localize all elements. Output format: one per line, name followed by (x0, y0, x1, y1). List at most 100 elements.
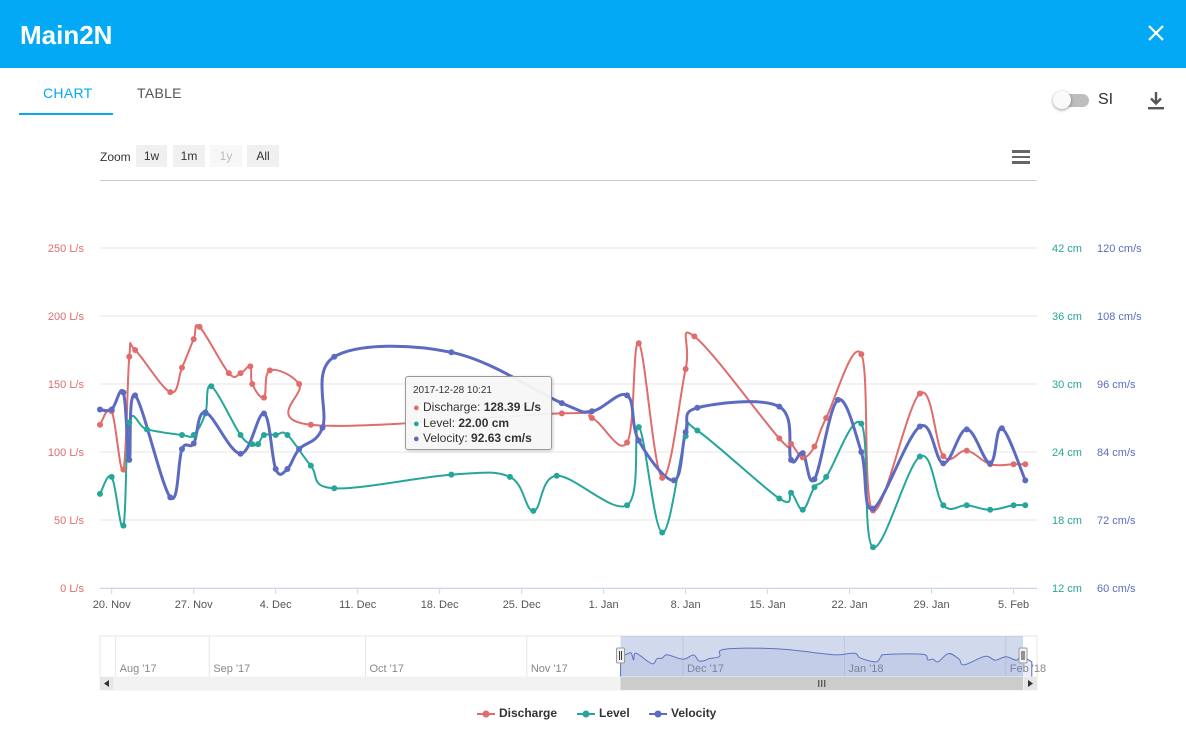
zoom-1y-button[interactable]: 1y (210, 145, 242, 167)
download-icon[interactable] (1146, 90, 1166, 112)
tab-chart[interactable]: CHART (43, 85, 93, 101)
y-tick-label: 18 cm (1052, 515, 1082, 527)
data-point-level (448, 471, 455, 478)
legend-item-velocity[interactable]: Velocity (649, 706, 716, 720)
x-tick-label: 1. Jan (589, 599, 619, 611)
data-point-velocity (126, 456, 133, 463)
x-tick-label: 5. Feb (998, 599, 1029, 611)
legend-label-discharge: Discharge (499, 706, 558, 720)
series-line-level (100, 384, 1026, 549)
data-point-level (823, 473, 830, 480)
data-point-discharge (225, 370, 232, 377)
data-point-velocity (811, 476, 818, 483)
navigator-tick-label: Nov '17 (531, 663, 568, 675)
data-point-level (916, 453, 923, 460)
tooltip-value-velocity: 92.63 cm/s (471, 431, 532, 445)
data-point-level (799, 506, 806, 513)
y-tick-label: 0 L/s (60, 583, 84, 595)
data-point-velocity (799, 450, 806, 457)
data-point-velocity (670, 477, 677, 484)
data-point-velocity (190, 440, 197, 447)
legend-item-level[interactable]: Level (577, 706, 630, 720)
data-point-velocity (987, 460, 994, 467)
series-line-velocity (100, 344, 1027, 511)
si-toggle-label: SI (1098, 91, 1114, 108)
data-point-level (553, 472, 560, 479)
data-point-level (987, 506, 994, 513)
tab-table[interactable]: TABLE (137, 85, 182, 101)
series-line-discharge (100, 324, 1026, 512)
chart-tooltip: 2017-12-28 10:21 ● Discharge: 128.39 L/s… (405, 376, 552, 450)
zoom-1m-button[interactable]: 1m (173, 145, 205, 167)
chart-menu-icon[interactable] (1012, 150, 1030, 164)
data-point-discharge (1010, 461, 1017, 468)
x-tick-label: 22. Jan (832, 599, 868, 611)
tooltip-label-level: Level: (423, 416, 459, 430)
data-point-velocity (167, 494, 174, 501)
data-point-velocity (319, 424, 326, 431)
data-point-discharge (132, 347, 139, 353)
data-point-velocity (694, 404, 701, 411)
data-point-discharge (624, 439, 631, 446)
close-icon[interactable] (1144, 18, 1168, 48)
zoom-1w-button[interactable]: 1w (136, 145, 167, 167)
x-tick-label: 25. Dec (503, 599, 541, 611)
data-point-velocity (624, 392, 631, 399)
data-point-level (940, 502, 947, 509)
data-point-velocity (635, 437, 642, 444)
data-point-level (178, 432, 185, 438)
data-point-level (788, 489, 795, 496)
chart-canvas: 0 L/s 50 L/s 100 L/s 150 L/s 200 L/s 250 L/s 1… (48, 243, 1142, 691)
data-point-level (126, 419, 133, 426)
legend-item-discharge[interactable]: Discharge (477, 706, 557, 720)
y-tick-label: 250 L/s (48, 243, 85, 255)
data-point-discharge (788, 440, 795, 447)
data-point-velocity (870, 505, 877, 512)
data-point-velocity (120, 389, 127, 396)
y-tick-label: 72 cm/s (1097, 515, 1136, 527)
y-tick-label: 12 cm (1052, 583, 1082, 595)
data-point-level (260, 432, 267, 438)
data-point-discharge (811, 443, 818, 450)
x-tick-label: 29. Jan (914, 599, 950, 611)
y-tick-label: 96 cm/s (1097, 379, 1136, 391)
legend-label-velocity: Velocity (671, 706, 717, 720)
data-point-level (108, 473, 115, 480)
tooltip-value-discharge: 128.39 L/s (483, 400, 542, 414)
data-point-discharge (659, 474, 666, 481)
y-tick-label: 120 cm/s (1097, 243, 1142, 255)
data-point-velocity (940, 460, 947, 467)
data-point-discharge (799, 454, 806, 461)
data-point-level (331, 485, 338, 492)
data-point-discharge (916, 390, 923, 397)
navigator-tick-label: Sep '17 (213, 663, 250, 675)
navigator-tick-label: Aug '17 (120, 663, 157, 675)
navigator-tick-label: Jan '18 (848, 663, 883, 675)
data-point-level (237, 432, 244, 438)
navigator-handle-left[interactable] (616, 647, 626, 664)
data-point-level (1022, 502, 1029, 509)
data-point-velocity (331, 353, 338, 360)
data-point-level (190, 432, 197, 438)
navigator-handle-right[interactable] (1018, 647, 1028, 664)
chevron-left-icon (104, 680, 109, 687)
data-point-level (307, 462, 314, 469)
data-point-velocity (963, 426, 970, 433)
tooltip-label-discharge: Discharge: (423, 400, 484, 414)
data-point-level (120, 522, 127, 529)
tooltip-date: 2017-12-28 10:21 (413, 385, 492, 396)
data-point-discharge (178, 364, 185, 371)
tooltip-row-velocity: ● Velocity: 92.63 cm/s (413, 431, 532, 445)
data-point-discharge (249, 381, 256, 387)
tooltip-value-level: 22.00 cm (458, 416, 510, 430)
data-point-velocity (558, 400, 565, 407)
data-point-velocity (448, 349, 455, 356)
zoom-all-button[interactable]: All (247, 145, 279, 167)
navigator-series (620, 647, 1033, 678)
data-point-discharge (823, 415, 830, 421)
y-tick-label: 42 cm (1052, 243, 1082, 255)
data-point-level (635, 424, 642, 431)
si-units-toggle[interactable] (1053, 91, 1089, 109)
data-point-level (255, 441, 262, 448)
data-point-discharge (266, 367, 273, 374)
